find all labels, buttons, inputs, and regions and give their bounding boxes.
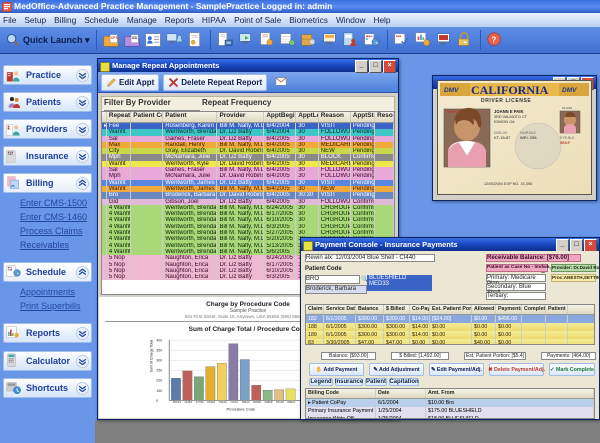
- svg-text:90244: 90244: [173, 400, 181, 404]
- svg-text:CLASS: CLASS: [562, 106, 572, 110]
- svg-text:EDMON OA: EDMON OA: [494, 120, 515, 124]
- svg-text:400: 400: [156, 339, 162, 343]
- svg-text:250: 250: [156, 369, 162, 373]
- svg-text:87130: 87130: [276, 400, 284, 404]
- svg-text:Procedure Code: Procedure Code: [226, 406, 255, 411]
- svg-text:87624: 87624: [207, 400, 215, 404]
- svg-text:?: ?: [491, 36, 496, 45]
- svg-text:Sum of Charge Total: Sum of Charge Total: [150, 340, 154, 373]
- svg-text:JOANN E PAIK: JOANN E PAIK: [494, 109, 523, 114]
- svg-text:90806: 90806: [253, 400, 261, 404]
- svg-text:11454: 11454: [184, 400, 192, 404]
- svg-text:0: 0: [156, 399, 158, 403]
- svg-text:CPT: CPT: [111, 36, 117, 40]
- svg-text:200: 200: [156, 379, 162, 383]
- svg-text:27790: 27790: [196, 400, 204, 404]
- svg-text:DRIVER LICENSE: DRIVER LICENSE: [481, 98, 531, 104]
- svg-text:KT-15-87: KT-15-87: [494, 135, 511, 140]
- svg-text:88021: 88021: [287, 400, 295, 404]
- svg-text:300: 300: [156, 359, 162, 363]
- svg-text:DMV: DMV: [562, 87, 577, 94]
- svg-text:ICD: ICD: [132, 36, 138, 40]
- svg-text:DMV: DMV: [444, 87, 459, 94]
- svg-text:150: 150: [156, 389, 162, 393]
- svg-text:71012: 71012: [230, 400, 238, 404]
- svg-text:EYE:BLK: EYE:BLK: [560, 136, 575, 140]
- svg-text:78420: 78420: [242, 400, 250, 404]
- svg-text:12/05/2004 EXP NO. 15,395: 12/05/2004 EXP NO. 15,395: [484, 182, 532, 186]
- svg-text:CALIFORNIA: CALIFORNIA: [471, 83, 549, 97]
- svg-text:SEX:F: SEX:F: [560, 141, 571, 145]
- svg-text:3RD VALMOTO CT: 3RD VALMOTO CT: [494, 115, 528, 119]
- svg-text:78240: 78240: [219, 400, 227, 404]
- svg-text:90808: 90808: [264, 400, 272, 404]
- svg-text:350: 350: [156, 349, 162, 353]
- svg-text:WEI: 298: WEI: 298: [520, 135, 537, 140]
- svg-text:EXPIRES: EXPIRES: [446, 110, 460, 114]
